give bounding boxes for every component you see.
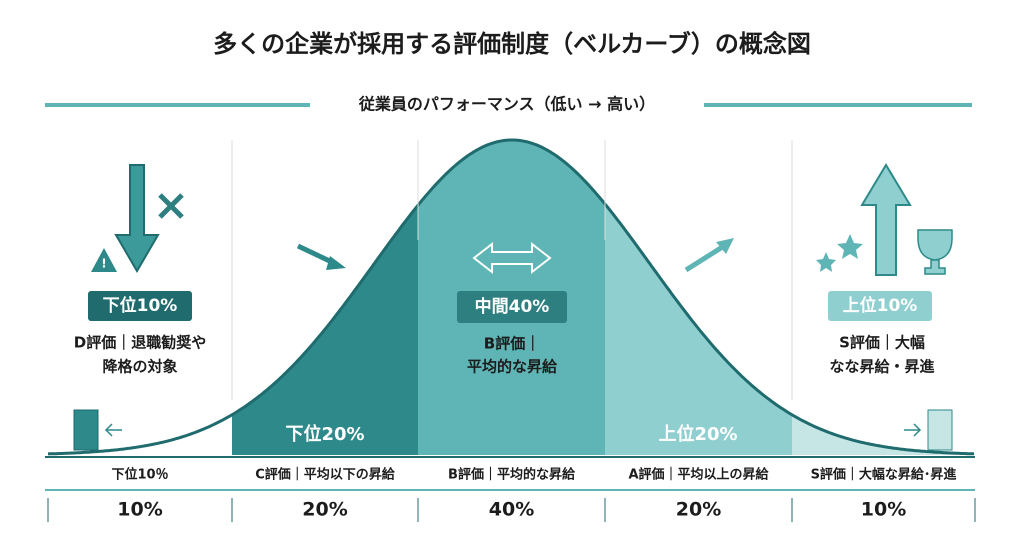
panel-text: 平均的な昇給 [467, 358, 558, 376]
percentage: 10% [861, 499, 906, 521]
percentage: 10% [117, 499, 162, 521]
both-arrow-icon [472, 241, 552, 275]
title: 多くの企業が採用する評価制度（ベルカーブ）の概念図 [213, 30, 811, 58]
warning-mark: ! [101, 257, 106, 271]
row-label: C評価｜平均以下の昇給 [255, 467, 396, 483]
curve-label: 下位20% [285, 423, 364, 445]
badge-text: 中間40% [475, 296, 550, 317]
percentage: 20% [302, 499, 347, 521]
subtitle: 従業員のパフォーマンス（低い → 高い） [358, 95, 655, 114]
curve-segment [792, 414, 975, 455]
curve-segment [48, 414, 232, 455]
badge [828, 291, 932, 321]
percentage: 20% [676, 499, 721, 521]
panel-text: B評価｜ [484, 335, 540, 353]
panel-text: S評価｜大幅 [839, 334, 925, 352]
badge-text: 上位10% [843, 295, 918, 316]
badge-text: 下位10% [103, 295, 178, 316]
panel-text: なな昇給・昇進 [829, 358, 935, 376]
down-arrow-icon: ! [91, 164, 346, 273]
up-arrow-icon [684, 163, 953, 276]
door-icons [73, 409, 953, 451]
row-label: A評価｜平均以上の昇給 [628, 467, 769, 483]
row-label: S評価｜大幅な昇給･昇進 [811, 467, 957, 483]
panel-text: D評価｜退職勧奨や [74, 334, 206, 352]
badge [457, 291, 567, 323]
badge [88, 291, 192, 321]
dividers [231, 140, 793, 400]
curve-label: 上位20% [658, 423, 737, 445]
curve-outline [47, 138, 974, 456]
panel-text: 降格の対象 [102, 358, 177, 376]
table: 下位10％ 10% C評価｜平均以下の昇給 20% B評価｜平均的な昇給 40% A評価｜平… [47, 467, 976, 522]
row-label: B評価｜平均的な昇給 [448, 467, 576, 483]
row-label: 下位10％ [111, 467, 168, 483]
percentage: 40% [489, 499, 534, 521]
